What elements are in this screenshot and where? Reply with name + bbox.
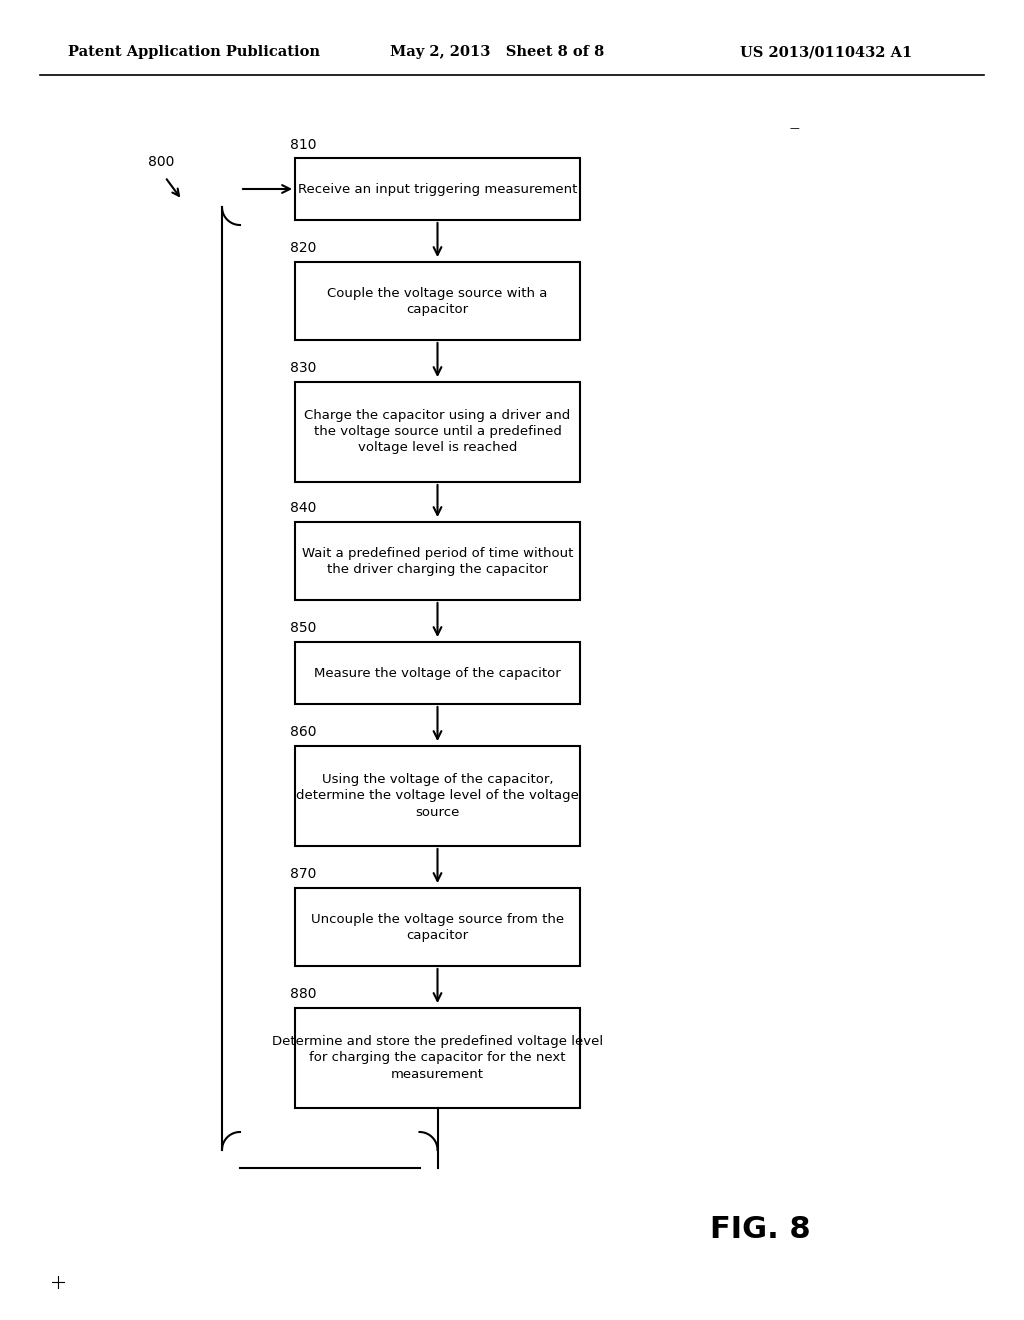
FancyBboxPatch shape — [295, 746, 580, 846]
Text: 830: 830 — [290, 360, 316, 375]
Text: 800: 800 — [148, 154, 174, 169]
Text: capacitor: capacitor — [407, 928, 469, 941]
Text: 850: 850 — [290, 620, 316, 635]
Text: 840: 840 — [290, 502, 316, 515]
FancyBboxPatch shape — [295, 888, 580, 966]
Text: capacitor: capacitor — [407, 302, 469, 315]
Text: 820: 820 — [290, 242, 316, 255]
Text: Determine and store the predefined voltage level: Determine and store the predefined volta… — [272, 1035, 603, 1048]
FancyBboxPatch shape — [295, 521, 580, 601]
Text: measurement: measurement — [391, 1068, 484, 1081]
Text: May 2, 2013   Sheet 8 of 8: May 2, 2013 Sheet 8 of 8 — [390, 45, 604, 59]
Text: 870: 870 — [290, 867, 316, 880]
Text: source: source — [416, 805, 460, 818]
Text: Couple the voltage source with a: Couple the voltage source with a — [328, 286, 548, 300]
FancyBboxPatch shape — [295, 381, 580, 482]
Text: for charging the capacitor for the next: for charging the capacitor for the next — [309, 1052, 565, 1064]
Text: 860: 860 — [290, 725, 316, 739]
Text: —: — — [790, 123, 800, 133]
Text: US 2013/0110432 A1: US 2013/0110432 A1 — [740, 45, 912, 59]
Text: Receive an input triggering measurement: Receive an input triggering measurement — [298, 182, 578, 195]
Text: Using the voltage of the capacitor,: Using the voltage of the capacitor, — [322, 774, 553, 787]
FancyBboxPatch shape — [295, 642, 580, 704]
Text: the driver charging the capacitor: the driver charging the capacitor — [327, 562, 548, 576]
Text: Wait a predefined period of time without: Wait a predefined period of time without — [302, 546, 573, 560]
Text: determine the voltage level of the voltage: determine the voltage level of the volta… — [296, 789, 579, 803]
Text: Measure the voltage of the capacitor: Measure the voltage of the capacitor — [314, 667, 561, 680]
Text: voltage level is reached: voltage level is reached — [357, 441, 517, 454]
FancyBboxPatch shape — [295, 261, 580, 341]
FancyBboxPatch shape — [295, 1008, 580, 1107]
Text: 880: 880 — [290, 987, 316, 1001]
Text: 810: 810 — [290, 139, 316, 152]
Text: Uncouple the voltage source from the: Uncouple the voltage source from the — [311, 912, 564, 925]
Text: FIG. 8: FIG. 8 — [710, 1216, 811, 1245]
FancyBboxPatch shape — [295, 158, 580, 220]
Text: the voltage source until a predefined: the voltage source until a predefined — [313, 425, 561, 438]
Text: Patent Application Publication: Patent Application Publication — [68, 45, 319, 59]
Text: Charge the capacitor using a driver and: Charge the capacitor using a driver and — [304, 409, 570, 422]
